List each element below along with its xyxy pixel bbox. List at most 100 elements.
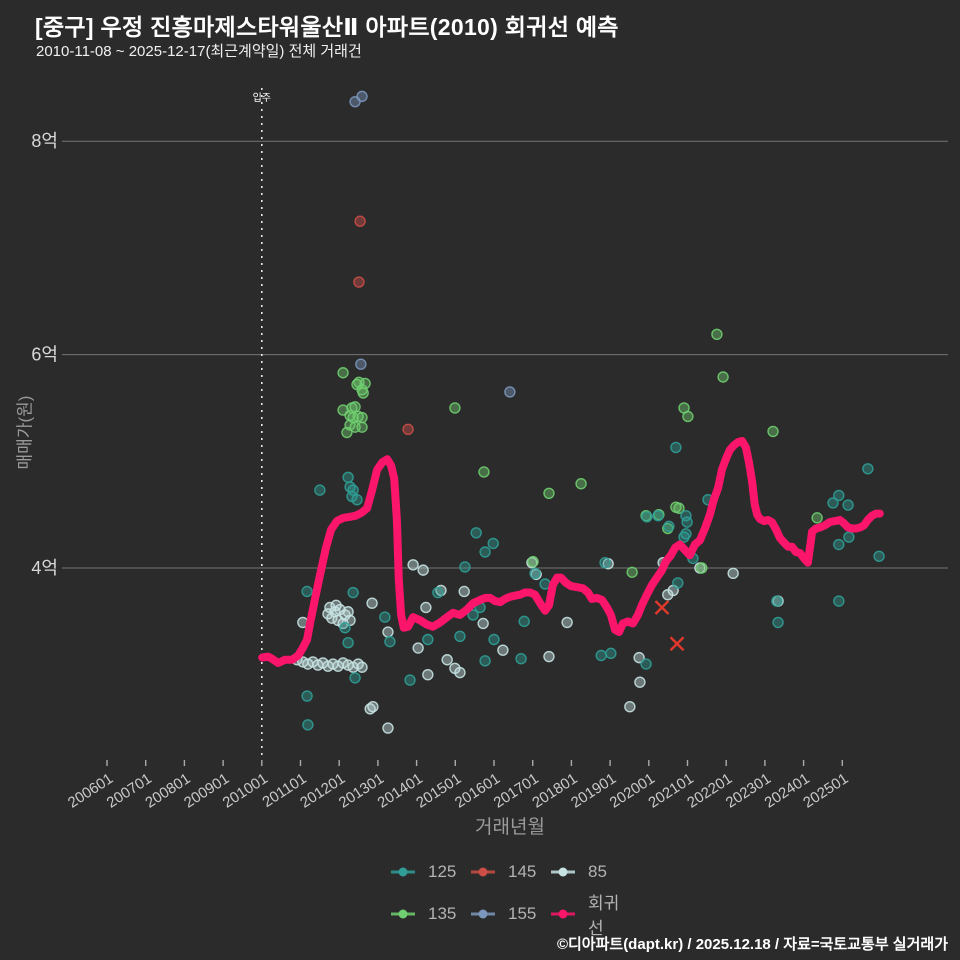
point-125 — [432, 586, 444, 599]
point-85 — [454, 666, 466, 679]
point-125 — [487, 537, 499, 550]
point-85 — [322, 608, 334, 620]
legend-marker-icon — [471, 909, 495, 919]
point-85 — [543, 650, 555, 663]
point-125 — [479, 655, 491, 667]
legend-marker-icon — [551, 867, 575, 877]
legend-item-85: 85 — [550, 862, 630, 882]
point-125 — [404, 674, 416, 686]
point-125 — [454, 630, 466, 642]
point-135 — [682, 410, 694, 423]
point-135 — [575, 478, 587, 490]
cancelled-x-mark — [669, 636, 685, 652]
point-125 — [314, 484, 326, 496]
legend-label: 135 — [428, 904, 457, 923]
point-125 — [302, 719, 314, 731]
point-125 — [605, 647, 617, 660]
point-85 — [477, 617, 489, 630]
point-85 — [417, 564, 429, 576]
point-125 — [842, 499, 854, 511]
point-125 — [351, 494, 363, 506]
point-125 — [833, 489, 845, 502]
point-125 — [652, 510, 664, 522]
point-125 — [843, 531, 855, 543]
point-155 — [356, 90, 368, 103]
point-85 — [727, 567, 739, 580]
point-85 — [633, 651, 645, 664]
legend-item-145: 145 — [470, 862, 550, 882]
point-85 — [382, 722, 394, 734]
legend-item-155: 155 — [470, 889, 550, 939]
point-125 — [640, 658, 652, 670]
point-135 — [696, 562, 708, 574]
point-125 — [342, 471, 354, 484]
x-axis-title: 거래년월 — [475, 817, 545, 838]
point-125 — [347, 586, 359, 599]
point-125 — [422, 633, 434, 646]
point-135 — [341, 426, 353, 439]
x-tick-label: 202501 — [800, 770, 851, 812]
point-125 — [595, 649, 607, 662]
point-85 — [441, 654, 453, 666]
point-125 — [670, 441, 682, 454]
point-135 — [337, 367, 349, 379]
legend-item-회귀선: 회귀선 — [550, 889, 630, 939]
page-title: [중구] 우정 진흥마제스타워울산Ⅱ 아파트(2010) 회귀선 예측 — [35, 14, 619, 40]
point-125 — [342, 636, 354, 649]
point-135 — [767, 425, 779, 438]
point-85 — [497, 644, 509, 656]
point-135 — [811, 512, 823, 524]
legend-marker-icon — [391, 867, 415, 877]
legend-marker-icon — [551, 909, 575, 919]
point-85 — [624, 701, 636, 713]
point-85 — [561, 616, 573, 629]
point-125 — [771, 595, 783, 607]
cancelled-x-mark — [654, 600, 670, 615]
point-125 — [862, 463, 874, 475]
footer-credit: ©디아파트(dapt.kr) / 2025.12.18 / 자료=국토교통부 실… — [556, 936, 948, 953]
point-135 — [478, 466, 490, 478]
point-155 — [355, 358, 367, 370]
point-125 — [459, 561, 471, 573]
point-125 — [515, 652, 527, 665]
point-135 — [543, 487, 555, 500]
legend-label: 85 — [588, 862, 607, 881]
legend-label: 155 — [508, 904, 537, 923]
legend-item-125: 125 — [390, 862, 470, 882]
y-axis-title: 매매가(원) — [15, 395, 35, 470]
point-125 — [349, 672, 361, 684]
point-85 — [330, 599, 342, 612]
point-125 — [479, 546, 491, 558]
point-85 — [412, 642, 424, 654]
point-125 — [663, 520, 675, 533]
point-125 — [379, 611, 391, 623]
point-85 — [367, 701, 379, 713]
point-85 — [458, 585, 470, 598]
point-85 — [356, 661, 368, 673]
y-tick-label: 6억 — [31, 345, 58, 365]
point-125 — [833, 595, 845, 607]
point-135 — [449, 402, 461, 414]
point-125 — [681, 516, 693, 528]
legend-row: 135 155 회귀선 — [390, 889, 630, 939]
point-135 — [711, 328, 723, 341]
point-135 — [351, 378, 363, 391]
legend-label: 회귀선 — [588, 894, 620, 938]
point-135 — [527, 555, 539, 568]
point-135 — [626, 566, 638, 578]
point-125 — [470, 527, 482, 539]
point-125 — [641, 511, 653, 523]
point-125 — [467, 609, 479, 621]
regression-line — [258, 437, 884, 667]
point-85 — [366, 597, 378, 609]
legend-marker-icon — [471, 867, 495, 877]
point-125 — [873, 550, 885, 562]
legend-label: 145 — [508, 862, 537, 881]
legend-item-135: 135 — [390, 889, 470, 939]
point-125 — [518, 615, 530, 628]
legend: 125 145 85 135 155 회귀선 — [390, 862, 630, 939]
chart-subtitle: 2010-11-08 ~ 2025-12-17(최근계약일) 전체 거래건 — [36, 43, 362, 60]
point-125 — [488, 633, 500, 646]
